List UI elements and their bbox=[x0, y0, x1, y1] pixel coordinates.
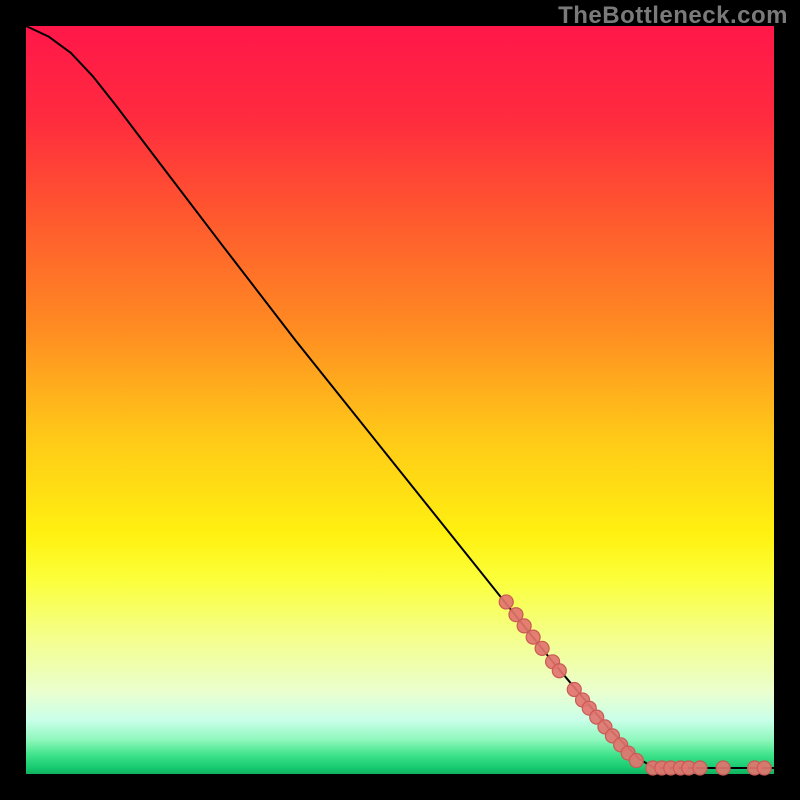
bottleneck-chart bbox=[0, 0, 800, 800]
chart-stage: TheBottleneck.com bbox=[0, 0, 800, 800]
data-marker bbox=[757, 761, 771, 775]
gradient-background bbox=[26, 26, 774, 774]
watermark-label: TheBottleneck.com bbox=[558, 2, 788, 30]
data-marker bbox=[716, 761, 730, 775]
data-marker bbox=[629, 754, 643, 768]
data-marker bbox=[693, 761, 707, 775]
data-marker bbox=[499, 595, 513, 609]
data-marker bbox=[535, 641, 549, 655]
data-marker bbox=[552, 664, 566, 678]
